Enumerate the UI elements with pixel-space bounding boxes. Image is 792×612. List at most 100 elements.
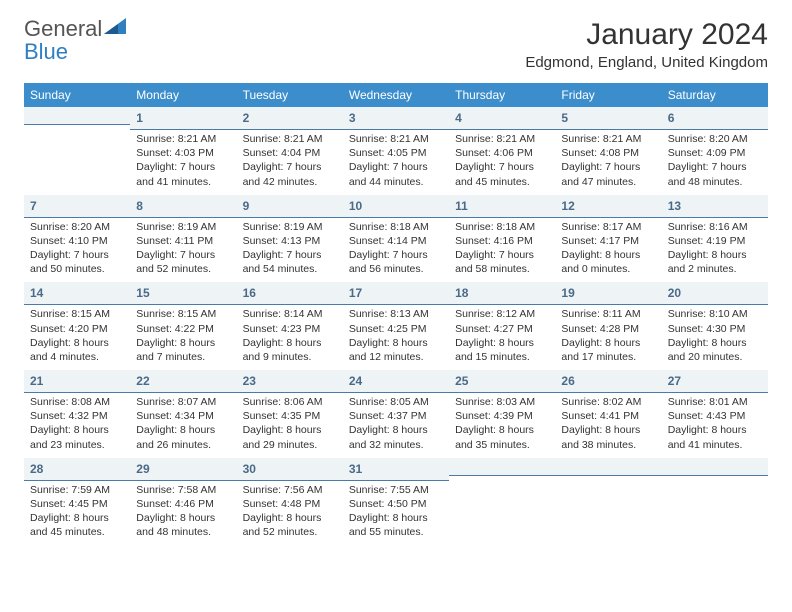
sunrise-text: Sunrise: 8:11 AM — [561, 307, 655, 321]
day-number-bar: 15 — [130, 282, 236, 305]
calendar-cell: 23Sunrise: 8:06 AMSunset: 4:35 PMDayligh… — [237, 370, 343, 458]
weekday-header-row: Sunday Monday Tuesday Wednesday Thursday… — [24, 83, 768, 107]
sunset-text: Sunset: 4:19 PM — [668, 234, 762, 248]
calendar-cell: 26Sunrise: 8:02 AMSunset: 4:41 PMDayligh… — [555, 370, 661, 458]
daylight-text-2: and 45 minutes. — [455, 175, 549, 189]
weekday-header: Saturday — [662, 83, 768, 107]
sunset-text: Sunset: 4:10 PM — [30, 234, 124, 248]
day-number: 21 — [30, 374, 43, 388]
calendar-cell: 5Sunrise: 8:21 AMSunset: 4:08 PMDaylight… — [555, 107, 661, 195]
daylight-text-2: and 9 minutes. — [243, 350, 337, 364]
calendar-cell: 24Sunrise: 8:05 AMSunset: 4:37 PMDayligh… — [343, 370, 449, 458]
daylight-text-2: and 26 minutes. — [136, 438, 230, 452]
calendar-cell: 31Sunrise: 7:55 AMSunset: 4:50 PMDayligh… — [343, 458, 449, 546]
day-number-bar: 8 — [130, 195, 236, 218]
calendar-cell: 14Sunrise: 8:15 AMSunset: 4:20 PMDayligh… — [24, 282, 130, 370]
day-number-bar: 19 — [555, 282, 661, 305]
sunrise-text: Sunrise: 8:18 AM — [455, 220, 549, 234]
daylight-text-2: and 55 minutes. — [349, 525, 443, 539]
sunrise-text: Sunrise: 8:06 AM — [243, 395, 337, 409]
calendar-cell: 10Sunrise: 8:18 AMSunset: 4:14 PMDayligh… — [343, 195, 449, 283]
daylight-text-1: Daylight: 8 hours — [243, 336, 337, 350]
day-data: Sunrise: 8:19 AMSunset: 4:13 PMDaylight:… — [237, 218, 343, 283]
daylight-text-1: Daylight: 8 hours — [349, 423, 443, 437]
daylight-text-1: Daylight: 8 hours — [668, 336, 762, 350]
sunrise-text: Sunrise: 8:10 AM — [668, 307, 762, 321]
calendar-cell: 12 Sunrise: 8:17 AMSunset: 4:17 PMDayligh… — [555, 195, 661, 283]
day-number: 26 — [561, 374, 574, 388]
daylight-text-1: Daylight: 8 hours — [243, 423, 337, 437]
daylight-text-1: Daylight: 8 hours — [668, 248, 762, 262]
day-data: Sunrise: 8:20 AMSunset: 4:10 PMDaylight:… — [24, 218, 130, 283]
sunset-text: Sunset: 4:39 PM — [455, 409, 549, 423]
day-number-bar: 1 — [130, 107, 236, 130]
day-number-bar: 31 — [343, 458, 449, 481]
day-data: Sunrise: 8:17 AMSunset: 4:17 PMDaylight:… — [555, 218, 661, 283]
daylight-text-1: Daylight: 8 hours — [136, 336, 230, 350]
daylight-text-2: and 58 minutes. — [455, 262, 549, 276]
sunset-text: Sunset: 4:50 PM — [349, 497, 443, 511]
daylight-text-1: Daylight: 8 hours — [30, 511, 124, 525]
sunset-text: Sunset: 4:14 PM — [349, 234, 443, 248]
sunset-text: Sunset: 4:27 PM — [455, 322, 549, 336]
day-number: 6 — [668, 111, 675, 125]
sunrise-text: Sunrise: 8:16 AM — [668, 220, 762, 234]
day-number-bar: 26 — [555, 370, 661, 393]
day-data: Sunrise: 8:18 AMSunset: 4:16 PMDaylight:… — [449, 218, 555, 283]
day-number-bar: 25 — [449, 370, 555, 393]
weekday-header: Monday — [130, 83, 236, 107]
calendar-cell: 17Sunrise: 8:13 AMSunset: 4:25 PMDayligh… — [343, 282, 449, 370]
day-data: Sunrise: 8:01 AMSunset: 4:43 PMDaylight:… — [662, 393, 768, 458]
day-number: 14 — [30, 286, 43, 300]
logo-triangle-icon — [104, 18, 126, 36]
daylight-text-2: and 0 minutes. — [561, 262, 655, 276]
day-number: 29 — [136, 462, 149, 476]
logo-word2: Blue — [24, 41, 126, 63]
day-number: 12 — [561, 199, 574, 213]
day-number-bar: 30 — [237, 458, 343, 481]
day-number-bar: 10 — [343, 195, 449, 218]
calendar-cell: 21Sunrise: 8:08 AMSunset: 4:32 PMDayligh… — [24, 370, 130, 458]
calendar-week-row: 7Sunrise: 8:20 AMSunset: 4:10 PMDaylight… — [24, 195, 768, 283]
sunset-text: Sunset: 4:48 PM — [243, 497, 337, 511]
day-number-bar: 23 — [237, 370, 343, 393]
day-number-bar: 2 — [237, 107, 343, 130]
daylight-text-1: Daylight: 7 hours — [136, 160, 230, 174]
sunrise-text: Sunrise: 7:56 AM — [243, 483, 337, 497]
weekday-header: Sunday — [24, 83, 130, 107]
logo-word1: General — [24, 16, 102, 41]
location: Edgmond, England, United Kingdom — [525, 54, 768, 71]
sunset-text: Sunset: 4:09 PM — [668, 146, 762, 160]
day-data: Sunrise: 7:55 AMSunset: 4:50 PMDaylight:… — [343, 481, 449, 546]
day-number: 9 — [243, 199, 250, 213]
daylight-text-2: and 52 minutes. — [136, 262, 230, 276]
day-data: Sunrise: 8:06 AMSunset: 4:35 PMDaylight:… — [237, 393, 343, 458]
calendar-cell: 28Sunrise: 7:59 AMSunset: 4:45 PMDayligh… — [24, 458, 130, 546]
daylight-text-2: and 41 minutes. — [668, 438, 762, 452]
day-data: Sunrise: 8:10 AMSunset: 4:30 PMDaylight:… — [662, 305, 768, 370]
daylight-text-2: and 32 minutes. — [349, 438, 443, 452]
sunset-text: Sunset: 4:35 PM — [243, 409, 337, 423]
calendar-cell: 6Sunrise: 8:20 AMSunset: 4:09 PMDaylight… — [662, 107, 768, 195]
daylight-text-2: and 38 minutes. — [561, 438, 655, 452]
sunrise-text: Sunrise: 8:07 AM — [136, 395, 230, 409]
sunrise-text: Sunrise: 8:21 AM — [455, 132, 549, 146]
daylight-text-1: Daylight: 8 hours — [30, 423, 124, 437]
calendar-cell: 27 Sunrise: 8:01 AMSunset: 4:43 PMDayligh… — [662, 370, 768, 458]
sunrise-text: Sunrise: 8:20 AM — [668, 132, 762, 146]
daylight-text-1: Daylight: 7 hours — [561, 160, 655, 174]
day-number: 8 — [136, 199, 143, 213]
day-number-bar: 20 — [662, 282, 768, 305]
sunrise-text: Sunrise: 8:20 AM — [30, 220, 124, 234]
sunset-text: Sunset: 4:04 PM — [243, 146, 337, 160]
day-data: Sunrise: 8:11 AMSunset: 4:28 PMDaylight:… — [555, 305, 661, 370]
calendar-cell — [24, 107, 130, 195]
logo: General Blue — [24, 18, 126, 63]
day-number: 27 — [668, 374, 681, 388]
sunset-text: Sunset: 4:16 PM — [455, 234, 549, 248]
sunset-text: Sunset: 4:08 PM — [561, 146, 655, 160]
daylight-text-1: Daylight: 8 hours — [349, 511, 443, 525]
calendar-cell: 25Sunrise: 8:03 AMSunset: 4:39 PMDayligh… — [449, 370, 555, 458]
day-number-bar: 9 — [237, 195, 343, 218]
day-number-bar: 11 — [449, 195, 555, 218]
